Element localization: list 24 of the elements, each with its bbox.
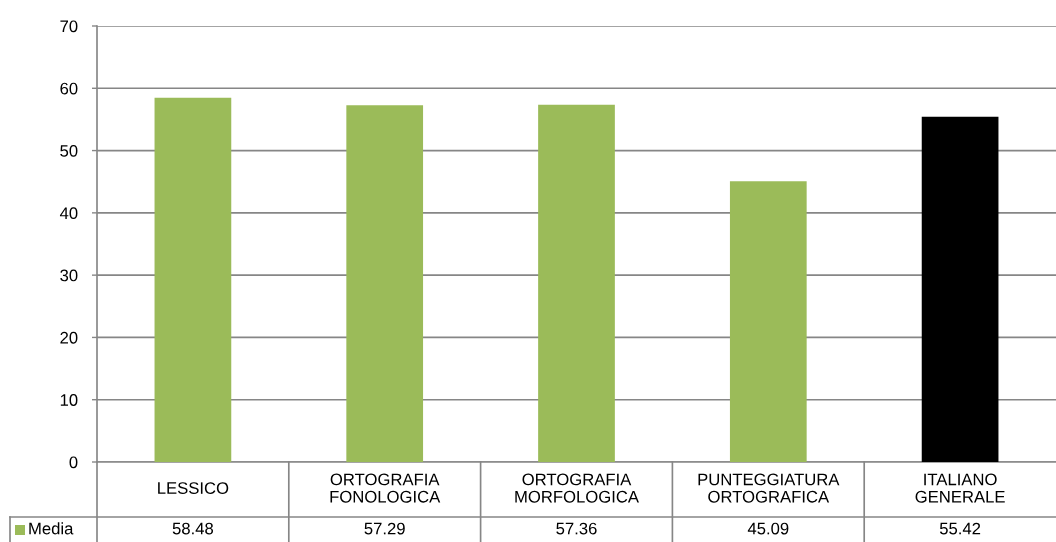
bar <box>921 116 999 462</box>
x-tick-label: LESSICO <box>158 482 229 494</box>
bar <box>729 181 807 462</box>
data-label: 58.48 <box>172 522 214 535</box>
y-tick-label: 70 <box>60 20 78 33</box>
bar <box>346 105 424 462</box>
bar <box>538 104 615 462</box>
x-tick-label: ORTOGRAFIA FONOLOGICA <box>330 473 441 503</box>
y-tick-label: 50 <box>60 144 78 157</box>
legend-label: Media <box>29 522 74 535</box>
y-tick-label: 0 <box>69 456 78 469</box>
x-tick-label: ORTOGRAFIA MORFOLOGICA <box>515 473 639 503</box>
y-tick-label: 30 <box>60 269 78 282</box>
y-tick-label: 60 <box>60 82 78 95</box>
x-tick-label: PUNTEGGIATURA ORTOGRAFICA <box>698 473 840 503</box>
y-tick-label: 20 <box>60 331 78 344</box>
data-label: 45.09 <box>747 522 789 535</box>
x-tick-label: ITALIANO GENERALE <box>915 473 1005 503</box>
bar <box>154 97 232 462</box>
data-label: 57.29 <box>364 522 405 535</box>
y-tick-label: 10 <box>60 394 78 406</box>
data-label: 57.36 <box>556 522 597 535</box>
y-tick-label: 40 <box>59 207 78 220</box>
data-label: 55.42 <box>939 522 981 535</box>
